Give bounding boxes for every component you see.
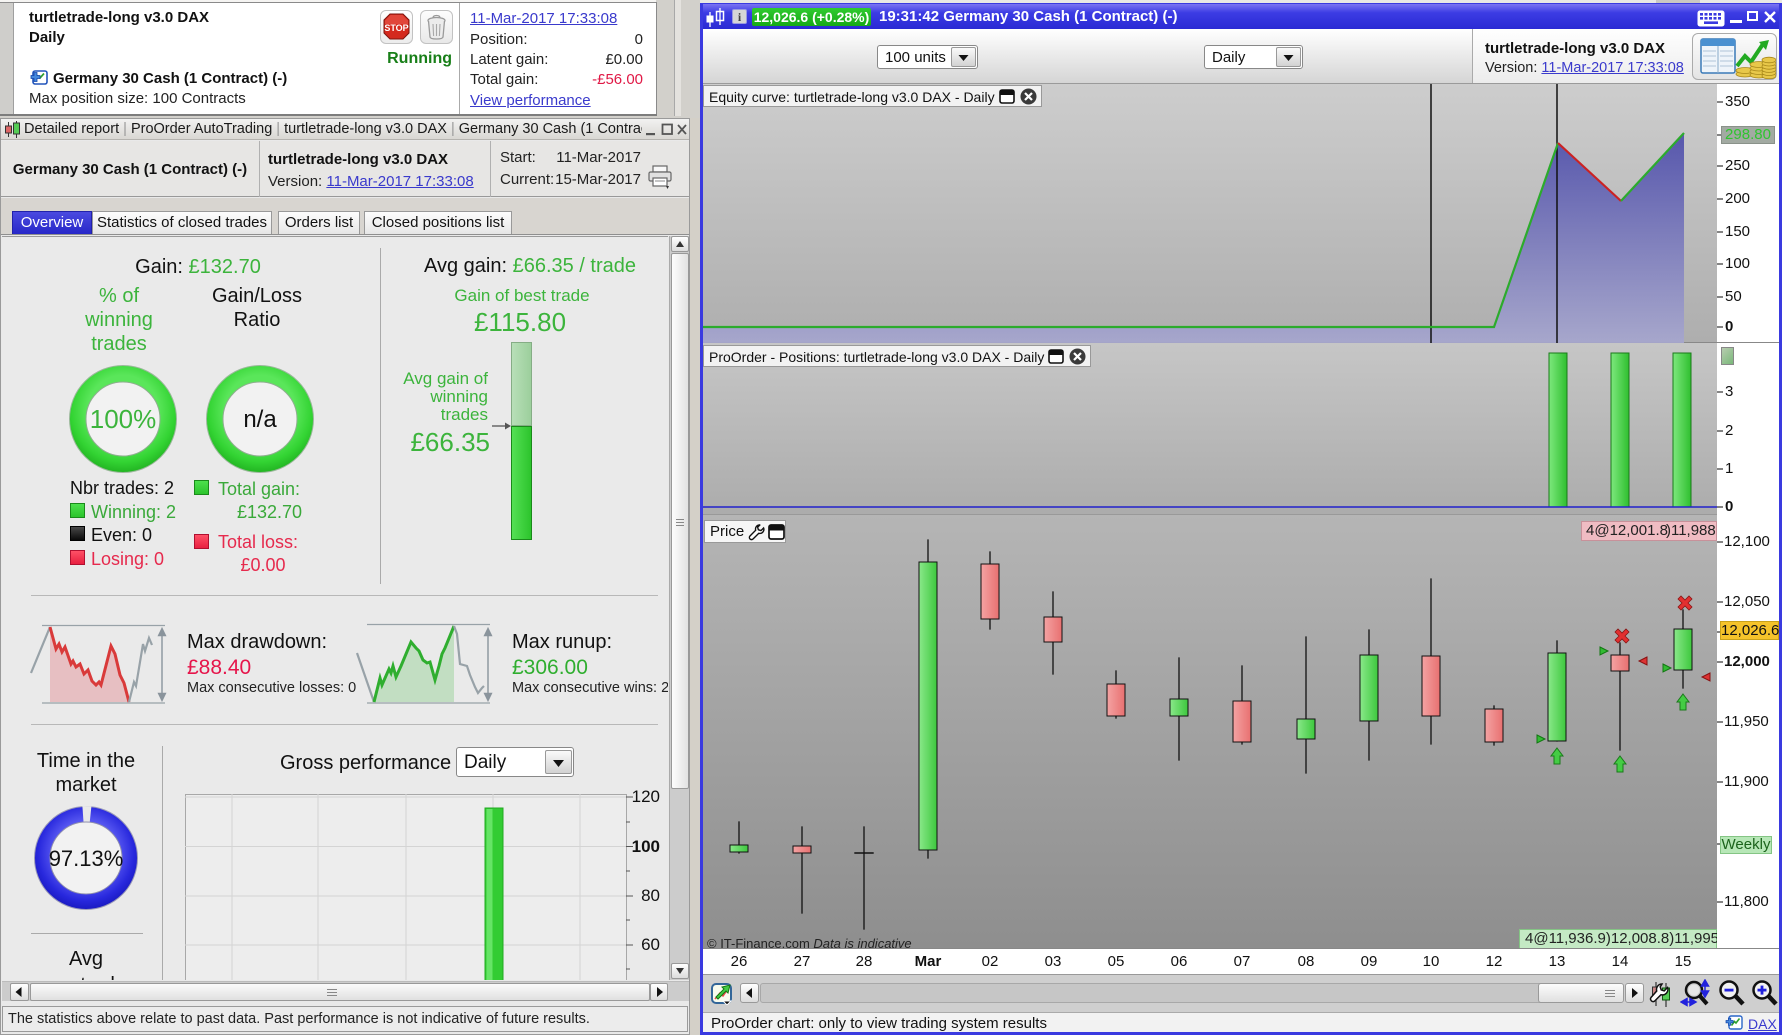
svg-text:100%: 100% (90, 404, 157, 434)
svg-text:97.13%: 97.13% (49, 846, 124, 871)
svg-text:n/a: n/a (243, 406, 277, 433)
svg-text:STOP: STOP (384, 23, 408, 33)
